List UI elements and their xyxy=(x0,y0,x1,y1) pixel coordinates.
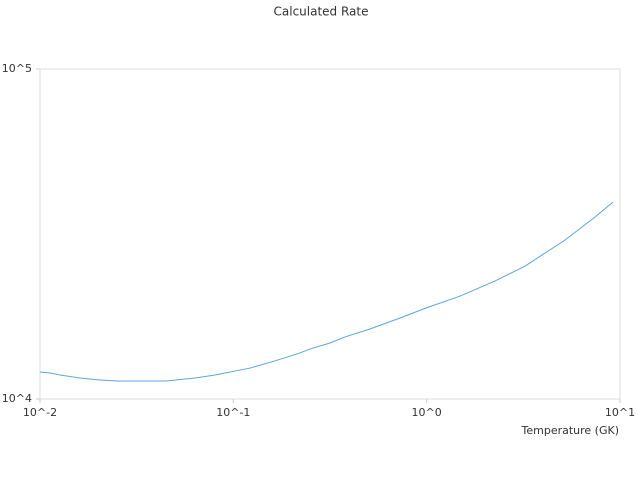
y-tick-label: 10^4 xyxy=(2,392,32,405)
x-tick-label: 10^0 xyxy=(412,406,442,419)
chart-title: Calculated Rate xyxy=(274,5,369,19)
y-tick-label: 10^5 xyxy=(2,62,32,75)
x-tick-label: 10^-1 xyxy=(216,406,250,419)
x-tick-label: 10^1 xyxy=(605,406,635,419)
plot-frame xyxy=(39,68,621,400)
line-series xyxy=(39,201,614,382)
x-axis-label: Temperature (GK) xyxy=(521,424,620,437)
x-tick-label: 10^-2 xyxy=(23,406,57,419)
